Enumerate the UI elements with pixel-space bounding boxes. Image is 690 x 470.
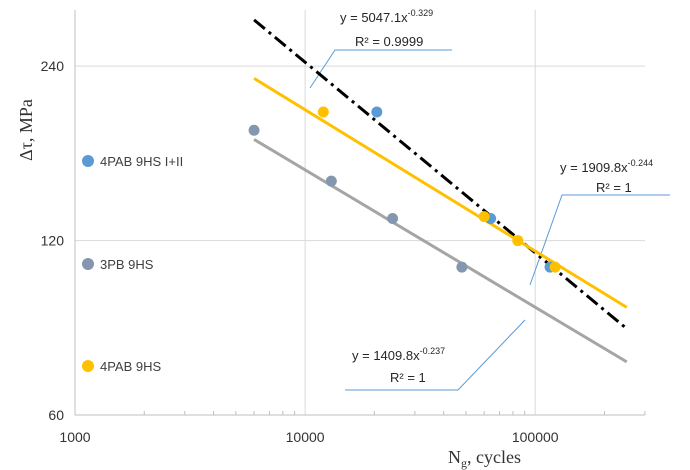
axes: [74, 10, 645, 416]
legend-marker-3pb: [82, 258, 94, 270]
r2-lower: R² = 1: [390, 370, 426, 385]
trendlines: [253, 18, 628, 364]
data-point: [325, 175, 337, 187]
data-point: [387, 213, 399, 225]
trendline: [253, 77, 628, 309]
equation-lower: y = 1409.8x-0.237: [352, 346, 445, 363]
r2-upper: R² = 0.9999: [355, 34, 423, 49]
x-tick-label: 1000: [59, 429, 90, 445]
legend-label-4pab-i-ii: 4PAB 9HS I+II: [100, 154, 183, 169]
equation-lower-base: y = 1409.8x: [352, 348, 420, 363]
trendline: [253, 138, 628, 364]
callout-line-lower: [345, 319, 526, 391]
y-tick-label: 120: [41, 233, 65, 249]
data-point: [549, 261, 561, 273]
data-points: [248, 106, 561, 273]
callout-line-upper: [309, 49, 452, 89]
equation-upper-exp: -0.329: [408, 8, 434, 18]
equation-right: y = 1909.8x-0.244: [560, 158, 653, 175]
equation-upper: y = 5047.1x-0.329: [340, 8, 433, 25]
grid: [75, 10, 646, 415]
x-axis-title: Ng, cycles: [448, 447, 521, 470]
legend-marker-4pab: [82, 360, 94, 372]
y-tick-label: 240: [41, 58, 65, 74]
legend: 4PAB 9HS I+II 3PB 9HS 4PAB 9HS: [82, 154, 183, 374]
x-tick-label: 10000: [286, 429, 325, 445]
data-point: [478, 211, 490, 223]
y-tick-label: 60: [48, 407, 64, 423]
legend-label-3pb: 3PB 9HS: [100, 257, 154, 272]
tick-labels: 1000 10000 100000 60 120 240: [41, 58, 559, 445]
legend-label-4pab: 4PAB 9HS: [100, 359, 162, 374]
y-axis-title: Δτ, MPa: [16, 99, 36, 161]
r2-right: R² = 1: [596, 180, 632, 195]
trendline-equations: y = 5047.1x-0.329 R² = 0.9999 y = 1909.8…: [340, 8, 653, 385]
equation-upper-base: y = 5047.1x: [340, 10, 408, 25]
data-point: [371, 106, 383, 118]
data-point: [317, 106, 329, 118]
equation-right-exp: -0.244: [628, 158, 654, 168]
x-tick-label: 100000: [512, 429, 559, 445]
data-point: [248, 124, 260, 136]
x-axis-title-suffix: , cycles: [467, 447, 521, 467]
x-axis-title-sub: g: [461, 456, 467, 470]
legend-marker-4pab-i-ii: [82, 155, 94, 167]
equation-lower-exp: -0.237: [420, 346, 446, 356]
x-axis-title-main: N: [448, 447, 461, 467]
equation-right-base: y = 1909.8x: [560, 160, 628, 175]
data-point: [512, 235, 524, 247]
data-point: [456, 261, 468, 273]
